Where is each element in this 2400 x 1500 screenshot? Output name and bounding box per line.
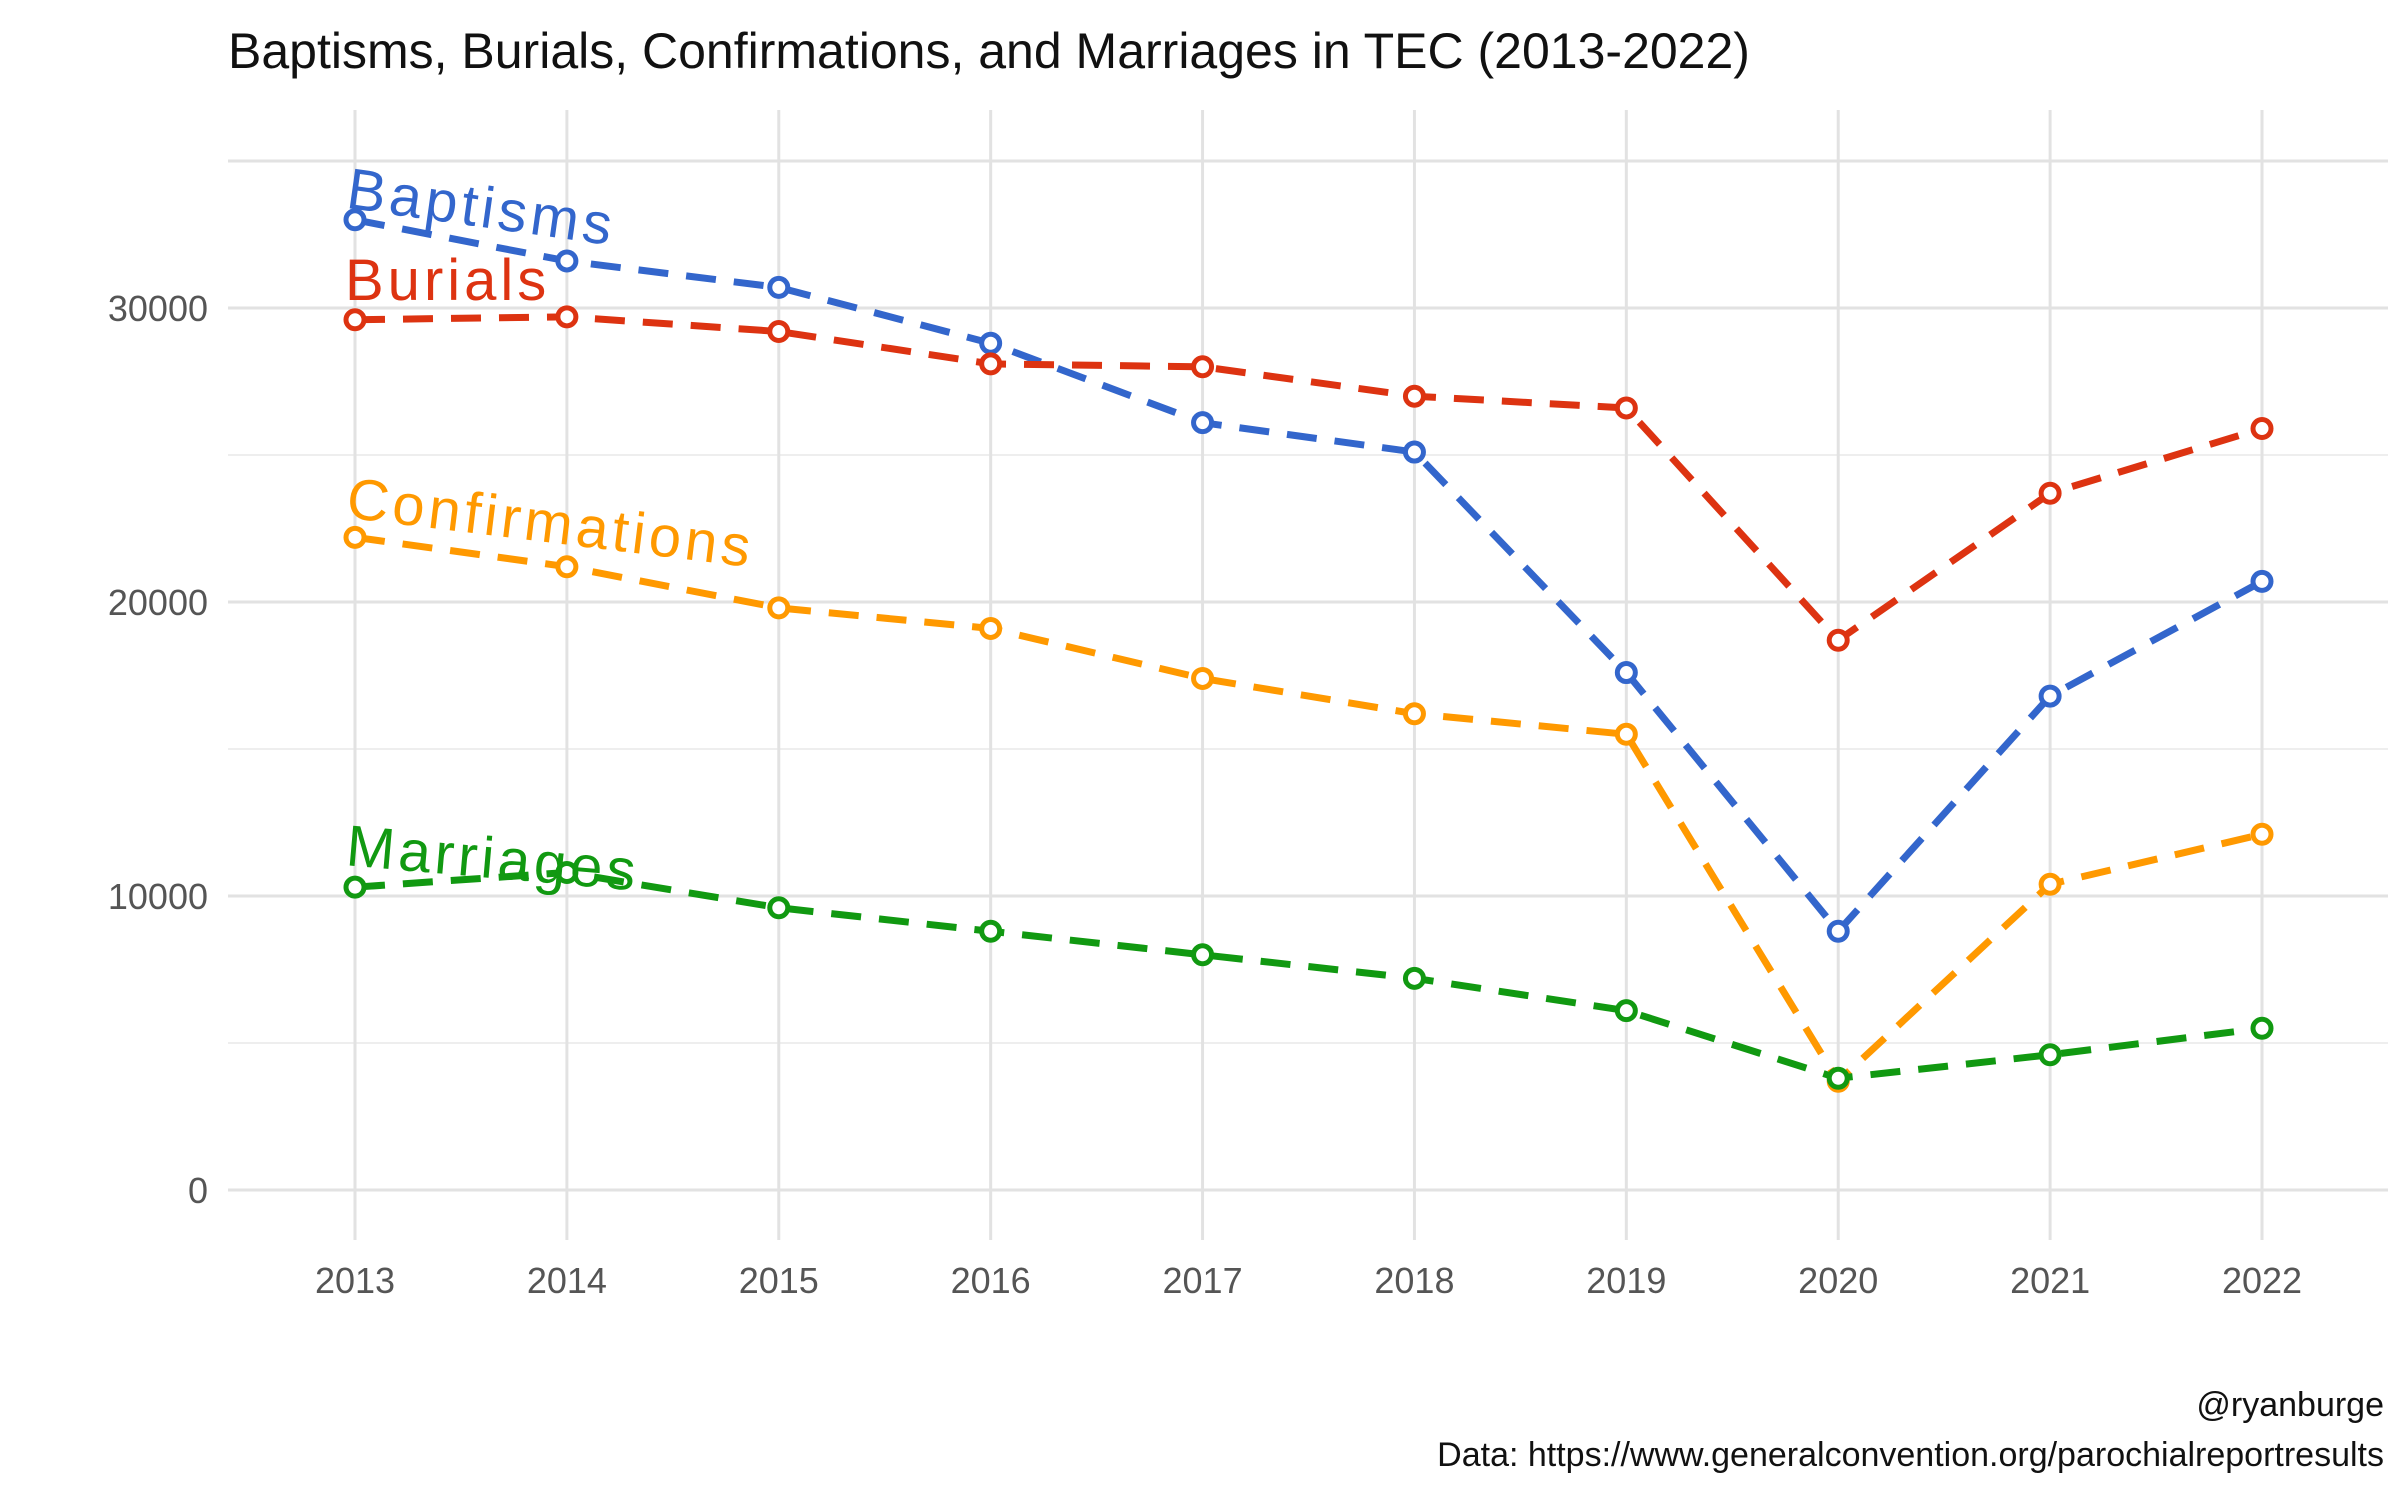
- marriages-point: [1402, 966, 1426, 990]
- baptisms-point: [555, 249, 579, 273]
- x-tick-label: 2022: [2222, 1260, 2302, 1301]
- burials-point: [979, 352, 1003, 376]
- marriages-point: [1191, 943, 1215, 967]
- marriages-point: [1614, 999, 1638, 1023]
- confirmations-point: [555, 555, 579, 579]
- baptisms-point: [1614, 661, 1638, 685]
- baptisms-point: [979, 331, 1003, 355]
- marriages-point: [1826, 1066, 1850, 1090]
- chart-title: Baptisms, Burials, Confirmations, and Ma…: [228, 23, 1750, 79]
- baptisms-line: [354, 216, 2264, 935]
- burials-point: [1402, 384, 1426, 408]
- marriages-label: Marriages: [344, 813, 642, 903]
- x-tick-label: 2015: [739, 1260, 819, 1301]
- burials-point: [555, 305, 579, 329]
- burials-line: [354, 313, 2264, 644]
- baptisms-point: [767, 275, 791, 299]
- confirmations-point: [1614, 722, 1638, 746]
- confirmations-point: [767, 596, 791, 620]
- x-tick-label: 2018: [1374, 1260, 1454, 1301]
- x-tick-label: 2021: [2010, 1260, 2090, 1301]
- y-tick-label: 30000: [108, 288, 208, 329]
- burials-point: [343, 308, 367, 332]
- baptisms-point: [1402, 440, 1426, 464]
- baptisms-point: [1191, 411, 1215, 435]
- burials-point: [1614, 396, 1638, 420]
- burials-point: [1191, 355, 1215, 379]
- x-tick-label: 2017: [1163, 1260, 1243, 1301]
- confirmations-point: [1191, 666, 1215, 690]
- confirmations-point: [343, 525, 367, 549]
- confirmations-point: [2250, 822, 2274, 846]
- y-tick-label: 0: [188, 1170, 208, 1211]
- burials-point: [2250, 417, 2274, 441]
- y-axis-ticks: 0 10000 20000 30000: [108, 288, 208, 1211]
- marriages-point: [767, 896, 791, 920]
- x-tick-label: 2013: [315, 1260, 395, 1301]
- baptisms-label: Baptisms: [343, 156, 620, 258]
- series-points: [343, 208, 2274, 1093]
- gridlines: [228, 110, 2388, 1240]
- confirmations-point: [979, 616, 1003, 640]
- caption-source: Data: https://www.generalconvention.org/…: [1437, 1436, 2384, 1474]
- baptisms-point: [2250, 569, 2274, 593]
- confirmations-point: [2038, 872, 2062, 896]
- baptisms-point: [2038, 684, 2062, 708]
- x-tick-label: 2020: [1798, 1260, 1878, 1301]
- caption-author: @ryanburge: [2196, 1386, 2384, 1424]
- marriages-line: [354, 868, 2263, 1082]
- confirmations-point: [1402, 702, 1426, 726]
- baptisms-point: [343, 208, 367, 232]
- burials-point: [1826, 628, 1850, 652]
- x-tick-label: 2016: [951, 1260, 1031, 1301]
- marriages-point: [979, 919, 1003, 943]
- marriages-point: [343, 875, 367, 899]
- marriages-point: [2038, 1043, 2062, 1067]
- burials-point: [767, 320, 791, 344]
- series-lines: [354, 216, 2264, 1085]
- y-tick-label: 10000: [108, 876, 208, 917]
- burials-point: [2038, 481, 2062, 505]
- x-tick-label: 2019: [1586, 1260, 1666, 1301]
- y-tick-label: 20000: [108, 582, 208, 623]
- baptisms-point: [1826, 919, 1850, 943]
- confirmations-line: [354, 533, 2263, 1085]
- x-axis-ticks: 2013 2014 2015 2016 2017 2018 2019 2020 2021 2022: [315, 1260, 2302, 1301]
- marriages-point: [555, 860, 579, 884]
- x-tick-label: 2014: [527, 1260, 607, 1301]
- burials-label: Burials: [345, 248, 550, 313]
- marriages-point: [2250, 1016, 2274, 1040]
